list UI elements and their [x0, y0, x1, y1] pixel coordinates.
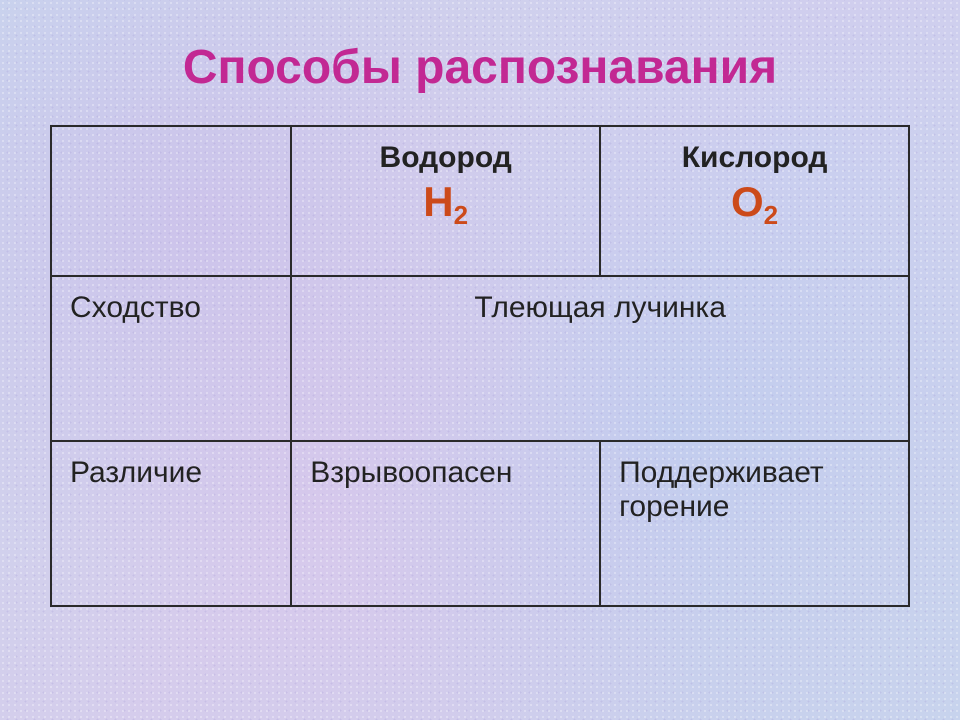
oxygen-formula: O2 [619, 181, 890, 223]
similarity-row: Сходство Тлеющая лучинка [51, 276, 909, 441]
difference-oxygen-cell: Поддерживает горение [600, 441, 909, 606]
oxygen-formula-main: O [731, 178, 764, 225]
difference-label: Различие [70, 456, 202, 489]
hydrogen-formula-sub: 2 [454, 200, 468, 230]
difference-label-cell: Различие [51, 441, 291, 606]
oxygen-label: Кислород [619, 141, 890, 175]
hydrogen-formula-main: H [423, 178, 453, 225]
oxygen-formula-sub: 2 [764, 200, 778, 230]
similarity-label: Сходство [70, 291, 201, 324]
comparison-table: Водород H2 Кислород O2 Сходство Тлеющая … [50, 125, 910, 607]
slide: Способы распознавания Водород H2 Кислоро… [0, 0, 960, 720]
similarity-text: Тлеющая лучинка [310, 291, 890, 325]
hydrogen-label: Водород [310, 141, 581, 175]
difference-row: Различие Взрывоопасен Поддерживает горен… [51, 441, 909, 606]
hydrogen-formula: H2 [310, 181, 581, 223]
similarity-value-cell: Тлеющая лучинка [291, 276, 909, 441]
difference-hydrogen-cell: Взрывоопасен [291, 441, 600, 606]
header-oxygen-cell: Кислород O2 [600, 126, 909, 276]
difference-hydrogen-text: Взрывоопасен [310, 456, 581, 490]
header-empty-cell [51, 126, 291, 276]
difference-oxygen-text: Поддерживает горение [619, 456, 890, 524]
similarity-label-cell: Сходство [51, 276, 291, 441]
header-hydrogen-cell: Водород H2 [291, 126, 600, 276]
slide-title: Способы распознавания [50, 40, 910, 95]
header-row: Водород H2 Кислород O2 [51, 126, 909, 276]
